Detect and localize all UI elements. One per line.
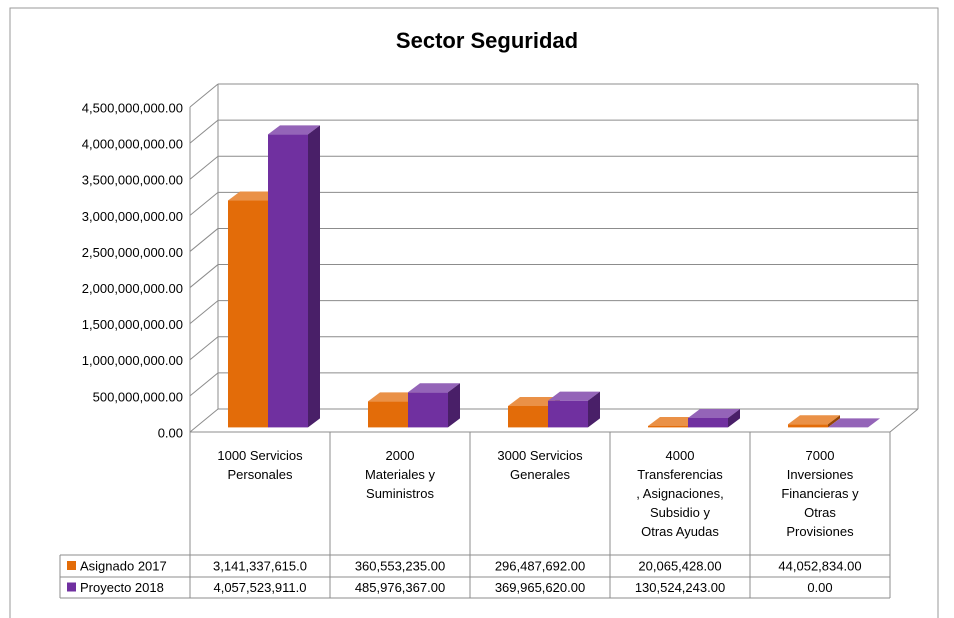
bar bbox=[688, 408, 740, 428]
bar-top bbox=[688, 408, 740, 418]
chart-title: Sector Seguridad bbox=[396, 28, 578, 53]
y-tick-label: 3,000,000,000.00 bbox=[82, 209, 183, 224]
bar-side bbox=[448, 383, 460, 428]
table-value: 20,065,428.00 bbox=[638, 558, 721, 573]
y-tick-label: 500,000,000.00 bbox=[93, 389, 183, 404]
table-value: 130,524,243.00 bbox=[635, 580, 725, 595]
bar bbox=[408, 383, 460, 428]
legend-swatch bbox=[67, 561, 76, 570]
bar bbox=[548, 391, 600, 428]
floor-edge bbox=[889, 408, 919, 433]
bar-top bbox=[368, 392, 420, 402]
table-value: 4,057,523,911.0 bbox=[213, 580, 306, 595]
grid-line bbox=[189, 119, 219, 144]
grid-line bbox=[189, 372, 219, 397]
bar-top bbox=[788, 415, 840, 425]
bar-front bbox=[508, 405, 548, 428]
y-tick-label: 2,500,000,000.00 bbox=[82, 245, 183, 260]
bar-top bbox=[408, 383, 460, 393]
grid-line bbox=[189, 228, 219, 252]
category-label: 1000 Servicios Personales bbox=[217, 448, 303, 482]
bar-top bbox=[228, 191, 280, 201]
y-tick-label: 0.00 bbox=[158, 425, 183, 440]
legend-label: Proyecto 2018 bbox=[80, 580, 164, 595]
y-tick-label: 1,500,000,000.00 bbox=[82, 317, 183, 332]
grid-line bbox=[189, 83, 219, 108]
table-value: 3,141,337,615.0 bbox=[213, 558, 307, 573]
table-value: 369,965,620.00 bbox=[495, 580, 585, 595]
bar-front bbox=[368, 401, 408, 428]
bar-front bbox=[688, 417, 728, 428]
bar-front bbox=[228, 200, 268, 428]
grid-line bbox=[189, 336, 219, 361]
category-label: 2000 Materiales y Suministros bbox=[364, 448, 436, 501]
category-label: 4000 Transferencias , Asignaciones, Subs… bbox=[636, 448, 724, 539]
bar-side bbox=[728, 408, 740, 428]
y-tick-label: 4,000,000,000.00 bbox=[82, 137, 183, 152]
bar-top bbox=[268, 125, 320, 135]
bar-front bbox=[548, 400, 588, 428]
bar-side bbox=[308, 125, 320, 428]
y-tick-label: 4,500,000,000.00 bbox=[82, 100, 183, 115]
bar-top bbox=[828, 418, 880, 428]
bar-front bbox=[268, 134, 308, 428]
bar-front bbox=[408, 392, 448, 428]
bar-side bbox=[588, 391, 600, 428]
grid-line bbox=[189, 408, 219, 433]
bar bbox=[268, 125, 320, 428]
table-value: 44,052,834.00 bbox=[778, 558, 861, 573]
bar-side bbox=[828, 415, 840, 428]
bar-top bbox=[508, 396, 560, 406]
chart-border bbox=[9, 7, 939, 618]
grid-line bbox=[189, 264, 219, 288]
y-tick-label: 1,000,000,000.00 bbox=[82, 353, 183, 368]
table-value: 0.00 bbox=[807, 580, 832, 595]
category-label: 7000 Inversiones Financieras y Otras Pro… bbox=[781, 448, 859, 539]
legend-swatch bbox=[67, 582, 76, 592]
grid-line bbox=[189, 191, 219, 216]
y-tick-label: 3,500,000,000.00 bbox=[82, 173, 183, 188]
bar bbox=[788, 415, 840, 428]
bar-front bbox=[788, 424, 828, 428]
grid-line bbox=[189, 155, 219, 180]
category-label: 3000 Servicios Generales bbox=[497, 448, 583, 482]
bar bbox=[828, 418, 880, 428]
bar-top bbox=[548, 391, 600, 401]
table-value: 296,487,692.00 bbox=[495, 558, 585, 573]
table-value: 360,553,235.00 bbox=[355, 558, 445, 573]
table-value: 485,976,367.00 bbox=[355, 580, 445, 595]
grid-line bbox=[189, 300, 219, 325]
bar-front bbox=[648, 425, 688, 428]
legend-label: Asignado 2017 bbox=[80, 558, 167, 573]
bar-top bbox=[648, 416, 700, 426]
y-tick-label: 2,000,000,000.00 bbox=[82, 281, 183, 296]
